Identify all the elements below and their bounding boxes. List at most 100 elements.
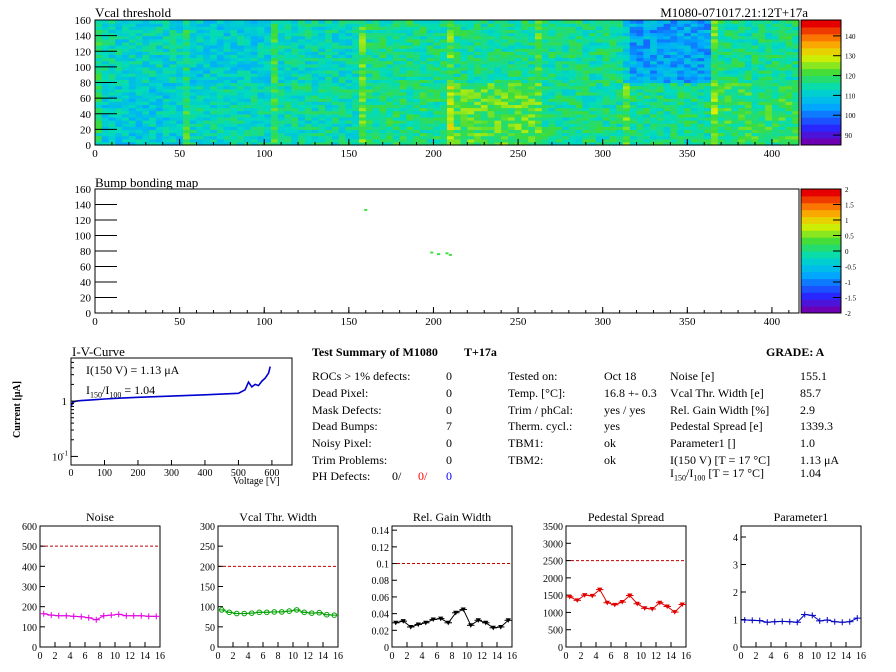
heatmap-cell <box>142 79 150 84</box>
heatmap-cell <box>298 45 306 49</box>
heatmap-cell <box>149 116 157 121</box>
heatmap-cell <box>535 132 543 137</box>
heatmap-cell <box>650 126 658 130</box>
heatmap-cell <box>453 107 462 112</box>
heatmap-cell <box>379 123 387 127</box>
heatmap-cell <box>501 41 509 46</box>
heatmap-cell <box>507 129 516 134</box>
heatmap-cell <box>189 141 198 146</box>
heatmap-cell <box>128 95 137 99</box>
heatmap-cell <box>758 113 766 118</box>
heatmap-cell <box>142 20 150 24</box>
heatmap-cell <box>521 79 529 84</box>
heatmap-cell <box>101 123 110 127</box>
heatmap-cell <box>264 20 272 24</box>
heatmap-cell <box>359 101 367 105</box>
heatmap-cell <box>636 85 644 90</box>
heatmap-cell <box>169 104 177 109</box>
heatmap-cell <box>663 60 671 65</box>
heatmap-cell <box>331 57 340 62</box>
heatmap-cell <box>460 51 468 55</box>
heatmap-cell <box>758 29 766 34</box>
heatmap-cell <box>683 48 692 52</box>
heatmap-cell <box>494 85 502 90</box>
heatmap-cell <box>291 116 299 121</box>
heatmap-cell <box>189 120 198 124</box>
heatmap-cell <box>744 88 753 93</box>
heatmap-cell <box>331 120 340 124</box>
heatmap-cell <box>501 123 509 127</box>
heatmap-cell <box>135 116 143 121</box>
heatmap-cell <box>663 73 671 77</box>
heatmap-cell <box>690 79 699 84</box>
heatmap-cell <box>426 135 435 140</box>
heatmap-cell <box>176 73 184 77</box>
heatmap-cell <box>683 135 692 140</box>
summary-left-label: Trim Problems: <box>312 453 388 467</box>
heatmap-cell <box>95 85 103 90</box>
heatmap-cell <box>616 107 624 112</box>
heatmap-cell <box>717 79 726 84</box>
heatmap-cell <box>785 82 793 87</box>
heatmap-cell <box>602 91 611 96</box>
heatmap-cell <box>128 85 137 90</box>
heatmap-cell <box>521 135 529 140</box>
heatmap-cell <box>711 32 719 37</box>
heatmap-cell <box>568 82 577 87</box>
heatmap-cell <box>291 107 299 112</box>
heatmap-cell <box>548 20 556 24</box>
heatmap-cell <box>291 70 299 74</box>
heatmap-cell <box>663 29 671 34</box>
heatmap-cell <box>223 45 231 49</box>
heatmap-cell <box>609 57 617 62</box>
heatmap-cell <box>514 101 523 105</box>
heatmap-cell <box>189 79 198 84</box>
heatmap-cell <box>325 132 333 137</box>
heatmap-cell <box>650 88 658 93</box>
heatmap-cell <box>162 66 171 71</box>
heatmap-cell <box>562 85 570 90</box>
heatmap-cell <box>535 35 543 40</box>
heatmap-cell <box>216 76 225 80</box>
heatmap-cell <box>291 101 299 105</box>
heatmap-cell <box>372 91 380 96</box>
heatmap-cell <box>623 138 631 143</box>
summary-left-value: 0 <box>446 402 452 417</box>
heatmap-cell <box>724 51 732 55</box>
heatmap-cell <box>548 73 556 77</box>
heatmap-cell <box>643 85 651 90</box>
colorbar-segment <box>801 96 841 104</box>
heatmap-cell <box>507 48 516 52</box>
ph-defects-label: PH Defects: <box>312 469 371 483</box>
heatmap-cell <box>271 104 279 109</box>
colorbar-tick-label: 90 <box>845 132 853 140</box>
heatmap-cell <box>413 91 421 96</box>
heatmap-cell <box>697 141 705 146</box>
heatmap-cell <box>352 66 360 71</box>
heatmap-cell <box>697 120 705 124</box>
heatmap-cell <box>230 101 238 105</box>
heatmap-cell <box>257 120 265 124</box>
heatmap-cell <box>690 45 699 49</box>
heatmap-cell <box>345 66 353 71</box>
iv-annotation-ratio: I150/I100 = 1.04 <box>86 383 156 400</box>
heatmap-cell <box>372 60 380 65</box>
heatmap-cell <box>325 79 333 84</box>
heatmap-cell <box>419 138 428 143</box>
heatmap-cell <box>331 88 340 93</box>
heatmap-cell <box>291 85 299 90</box>
panel-marker <box>490 625 496 631</box>
heatmap-cell <box>257 66 265 71</box>
heatmap-cell <box>582 48 590 52</box>
heatmap-cell <box>345 73 353 77</box>
heatmap-cell <box>683 41 692 46</box>
heatmap-cell <box>507 132 516 137</box>
heatmap-cell <box>264 70 272 74</box>
heatmap-cell <box>379 35 387 40</box>
heatmap-cell <box>771 126 780 130</box>
heatmap-cell <box>243 98 252 102</box>
heatmap-cell <box>582 79 590 84</box>
heatmap-cell <box>541 101 550 105</box>
heatmap-cell <box>379 32 387 37</box>
heatmap-cell <box>555 104 563 109</box>
